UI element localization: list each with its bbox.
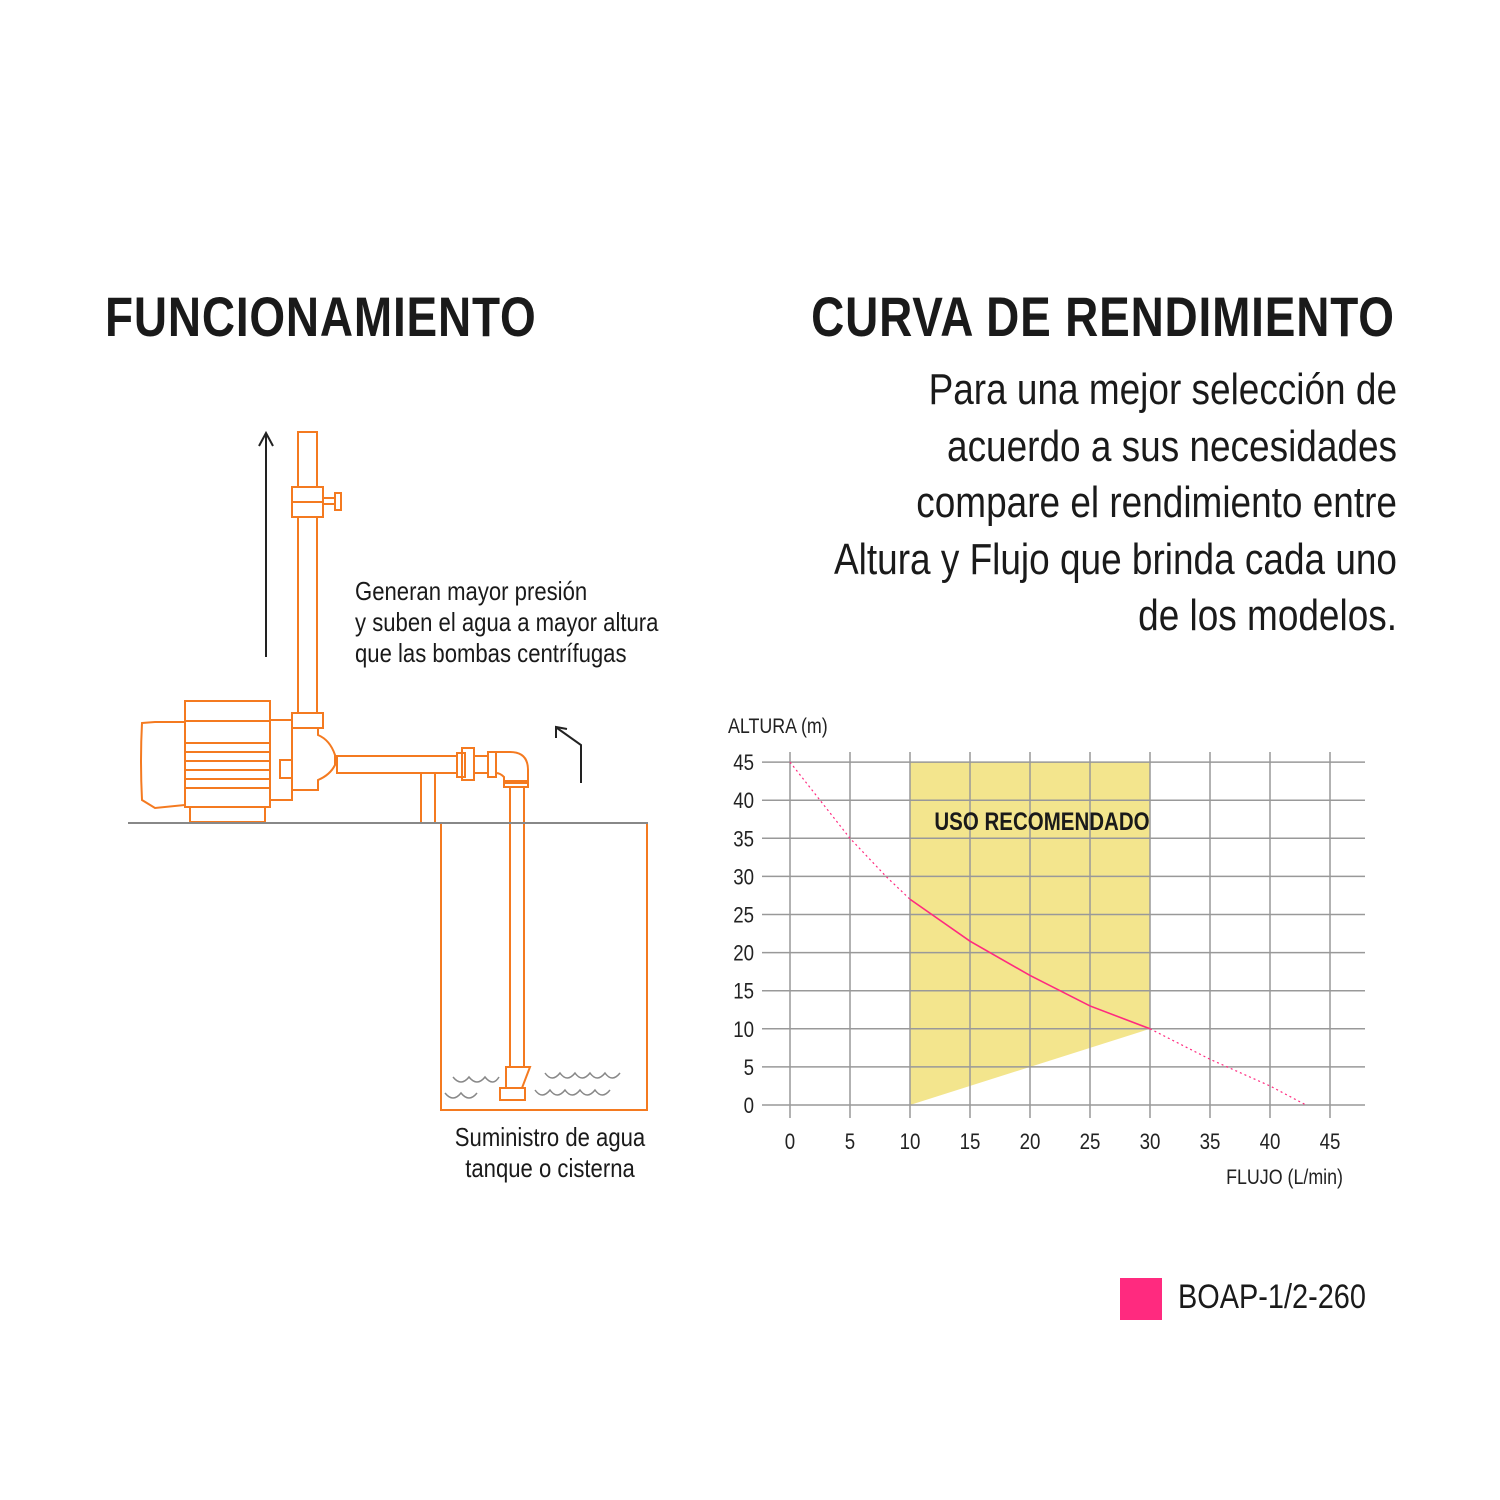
x-tick-label: 20 [1020,1131,1041,1155]
y-tick-label: 20 [733,942,754,966]
arrow-up-icon [258,430,274,657]
y-tick-label: 35 [733,828,754,852]
note-line: Suministro de agua [454,1122,646,1152]
x-tick-label: 35 [1200,1131,1221,1155]
funcionamiento-title: FUNCIONAMIENTO [105,285,537,348]
y-tick-label: 10 [733,1018,754,1042]
y-tick-label: 15 [733,980,754,1004]
x-tick-label: 15 [960,1131,981,1155]
x-tick-label: 45 [1320,1131,1341,1155]
subtitle-line: Para una mejor selección de [928,365,1397,414]
note-line: tanque o cisterna [465,1153,635,1183]
pump-description: Generan mayor presión y suben el agua a … [355,576,658,669]
curve-dotted-right [1149,1028,1307,1106]
performance-chart: 0 5 10 15 20 25 30 35 40 45 0 5 10 15 20 25 30 35 40 45 ALTU… [728,715,1365,1190]
legend-label: BOAP-1/2-260 [1178,1278,1366,1316]
recommended-label: USO RECOMENDADO [934,807,1149,835]
x-tick-label: 0 [785,1131,795,1155]
x-tick-label: 5 [845,1131,855,1155]
note-line: y suben el agua a mayor altura [355,607,659,637]
subtitle-line: Altura y Flujo que brinda cada uno [834,534,1397,584]
curva-title: CURVA DE RENDIMIENTO [811,285,1395,348]
y-axis-label: ALTURA (m) [728,715,828,739]
y-tick-label: 25 [733,904,754,928]
note-line: Generan mayor presión [355,576,588,606]
legend-swatch [1120,1278,1162,1320]
x-tick-label: 40 [1260,1131,1281,1155]
note-line: que las bombas centrífugas [355,638,627,668]
x-axis-label: FLUJO (L/min) [1226,1166,1343,1190]
curve-solid [909,898,1151,1030]
water-supply-label: Suministro de agua tanque o cisterna [440,1122,661,1184]
curva-subtitle: Para una mejor selección de acuerdo a su… [759,362,1397,645]
y-tick-label: 45 [733,752,754,776]
subtitle-line: de los modelos. [1138,591,1397,640]
y-tick-label: 30 [733,866,754,890]
pump-diagram [128,430,648,1111]
flow-arrow-icon [555,725,582,783]
curve-dotted-left [789,761,911,900]
y-tick-label: 40 [733,790,754,814]
x-tick-label: 10 [900,1131,921,1155]
x-tick-label: 30 [1140,1131,1161,1155]
subtitle-line: acuerdo a sus necesidades [947,421,1397,471]
subtitle-line: compare el rendimiento entre [916,478,1397,527]
water-waves-icon [444,1071,621,1099]
y-tick-label: 0 [744,1095,754,1119]
x-tick-label: 25 [1080,1131,1101,1155]
y-tick-label: 5 [744,1057,754,1081]
